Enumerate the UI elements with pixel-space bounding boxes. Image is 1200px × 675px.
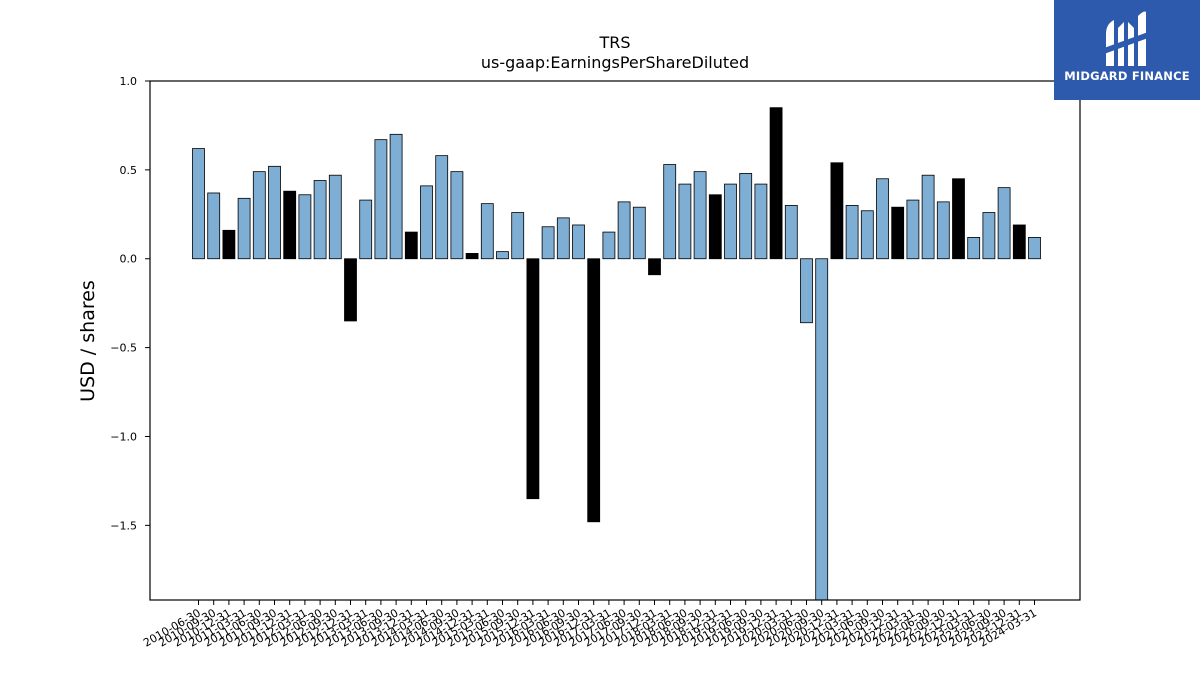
bar-2017-03-31	[602, 231, 616, 260]
bar-2016-06-30	[556, 217, 570, 260]
bar-2016-09-30	[572, 224, 585, 260]
bar-2019-09-30	[754, 183, 768, 260]
bar-2018-09-30	[693, 171, 707, 260]
bar-2022-12-31	[952, 178, 965, 260]
y-tick-label: 0.5	[120, 164, 138, 177]
bar-2012-09-30	[328, 174, 342, 260]
y-axis-ticks: 1.0 0.5 0.0 −0.5 −1.0 −1.5	[110, 75, 150, 532]
bar-2021-09-30	[876, 178, 889, 260]
bar-2018-12-31	[708, 194, 722, 260]
x-axis-ticks: 2010-06-302010-09-302010-12-312011-03-31…	[141, 600, 1039, 650]
bar-2011-03-31	[237, 197, 251, 260]
bar-2020-06-30	[800, 258, 813, 324]
bar-2019-03-31	[724, 183, 737, 260]
bar-2012-06-30	[313, 180, 327, 260]
bar-2022-09-30	[936, 201, 950, 260]
bar-2014-12-31	[465, 253, 479, 260]
bar-2013-03-31	[359, 199, 373, 260]
y-tick-label: −1.5	[110, 519, 137, 532]
bar-2017-09-30	[632, 206, 646, 260]
logo-mark-icon	[1104, 11, 1148, 66]
bar-2011-09-30	[268, 165, 281, 260]
bar-2014-06-30	[435, 155, 449, 260]
bar-2020-03-31	[784, 205, 798, 260]
bar-2012-12-31	[344, 258, 357, 322]
bar-2019-12-31	[769, 107, 783, 260]
y-tick-label: 0.0	[120, 253, 138, 266]
bar-2016-12-31	[587, 258, 601, 523]
bar-2017-12-31	[648, 258, 661, 276]
y-axis-label: USD / shares	[77, 280, 99, 402]
bar-2021-12-31	[891, 206, 905, 260]
bar-2010-06-30	[192, 148, 205, 260]
bar-2018-03-31	[663, 164, 677, 260]
bar-2020-09-30	[815, 258, 829, 601]
bar-2015-09-30	[511, 212, 525, 260]
bar-2018-06-30	[678, 183, 692, 260]
y-tick-label: −0.5	[110, 342, 137, 355]
bars	[192, 107, 1041, 601]
bar-2011-12-31	[283, 190, 297, 260]
bar-2010-09-30	[207, 192, 221, 260]
y-tick-label: −1.0	[110, 430, 137, 443]
bar-2015-03-31	[480, 203, 494, 260]
bar-2013-12-31	[404, 231, 418, 260]
bar-2013-06-30	[374, 139, 388, 260]
bar-2022-06-30	[921, 174, 935, 260]
bar-2017-06-30	[617, 201, 631, 260]
bar-2010-12-31	[222, 229, 236, 260]
bar-2014-03-31	[420, 185, 433, 260]
bar-2023-03-31	[967, 237, 981, 260]
bar-2016-03-31	[541, 226, 555, 260]
bar-2023-06-30	[982, 212, 996, 260]
bar-2024-03-31	[1028, 237, 1041, 260]
chart-subtitle: us-gaap:EarningsPerShareDiluted	[481, 53, 749, 72]
bar-2012-03-31	[298, 194, 312, 260]
bar-2014-09-30	[450, 171, 464, 260]
bar-2013-09-30	[389, 133, 403, 260]
logo-text: MIDGARD FINANCE	[1064, 69, 1190, 83]
bar-2021-06-30	[860, 210, 874, 260]
midgard-finance-logo: MIDGARD FINANCE	[1054, 0, 1200, 100]
bar-2023-12-31	[1012, 224, 1026, 260]
bar-2021-03-31	[845, 205, 859, 260]
bar-2015-12-31	[526, 258, 540, 500]
plot-frame	[149, 80, 1081, 601]
bar-2019-06-30	[739, 173, 753, 260]
bar-2011-06-30	[252, 171, 266, 260]
chart-title: TRS	[598, 33, 630, 52]
bar-2020-12-31	[830, 162, 844, 260]
y-tick-label: 1.0	[120, 75, 138, 88]
bar-2022-03-31	[906, 199, 920, 260]
bar-2023-09-30	[997, 187, 1011, 260]
bar-2015-06-30	[496, 251, 509, 260]
